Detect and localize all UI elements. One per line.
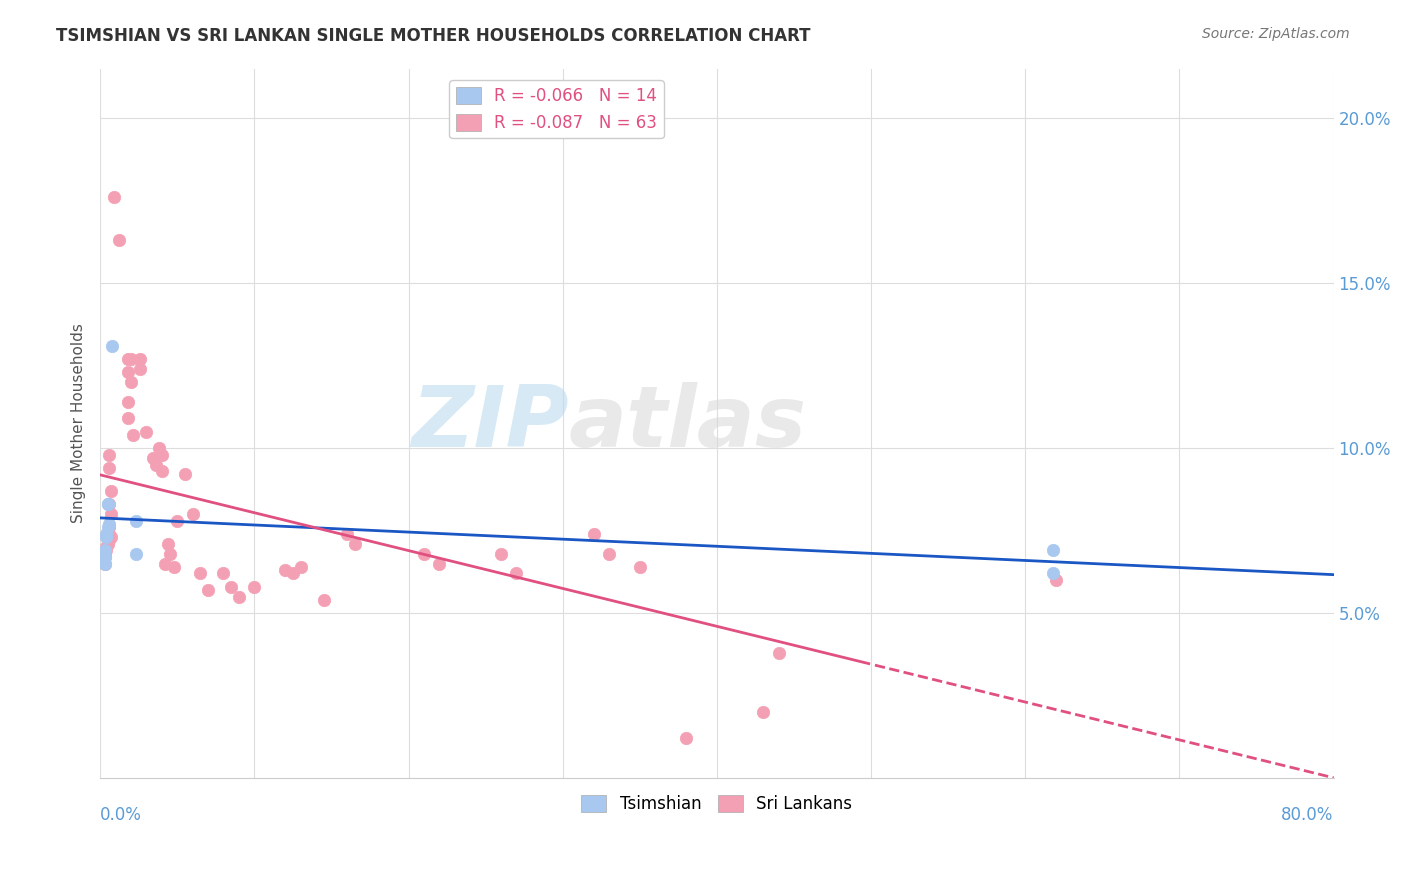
Point	[129, 351, 152, 366]
Point	[98, 533, 121, 548]
Point	[1042, 566, 1064, 581]
Point	[120, 375, 142, 389]
Point	[427, 557, 450, 571]
Point	[505, 566, 527, 581]
Point	[98, 460, 121, 475]
Point	[219, 580, 242, 594]
Point	[156, 537, 179, 551]
Text: Source: ZipAtlas.com: Source: ZipAtlas.com	[1202, 27, 1350, 41]
Point	[98, 526, 121, 541]
Text: TSIMSHIAN VS SRI LANKAN SINGLE MOTHER HOUSEHOLDS CORRELATION CHART: TSIMSHIAN VS SRI LANKAN SINGLE MOTHER HO…	[56, 27, 811, 45]
Point	[124, 514, 146, 528]
Point	[768, 646, 790, 660]
Point	[96, 530, 118, 544]
Point	[343, 537, 366, 551]
Point	[153, 557, 176, 571]
Point	[142, 450, 165, 465]
Point	[181, 507, 204, 521]
Point	[100, 507, 122, 521]
Point	[129, 361, 152, 376]
Point	[94, 557, 117, 571]
Point	[100, 483, 122, 498]
Point	[97, 520, 120, 534]
Point	[98, 448, 121, 462]
Point	[413, 547, 436, 561]
Point	[752, 705, 775, 719]
Point	[94, 543, 117, 558]
Point	[117, 365, 139, 379]
Point	[150, 464, 173, 478]
Point	[148, 441, 170, 455]
Point	[117, 411, 139, 425]
Point	[117, 351, 139, 366]
Point	[188, 566, 211, 581]
Point	[120, 351, 142, 366]
Point	[243, 580, 266, 594]
Point	[1042, 543, 1064, 558]
Point	[582, 526, 605, 541]
Legend: Tsimshian, Sri Lankans: Tsimshian, Sri Lankans	[575, 788, 859, 820]
Point	[94, 549, 117, 564]
Point	[336, 526, 359, 541]
Point	[94, 547, 117, 561]
Point	[103, 190, 125, 204]
Text: 80.0%: 80.0%	[1281, 806, 1334, 824]
Point	[598, 547, 620, 561]
Point	[197, 582, 219, 597]
Point	[117, 394, 139, 409]
Point	[98, 516, 121, 531]
Point	[96, 526, 118, 541]
Point	[107, 233, 129, 247]
Point	[628, 559, 651, 574]
Point	[101, 339, 124, 353]
Point	[675, 731, 697, 746]
Y-axis label: Single Mother Households: Single Mother Households	[72, 323, 86, 524]
Point	[94, 549, 117, 564]
Point	[121, 427, 143, 442]
Point	[98, 497, 121, 511]
Point	[174, 467, 197, 482]
Point	[312, 592, 335, 607]
Point	[281, 566, 304, 581]
Point	[150, 448, 173, 462]
Point	[100, 530, 122, 544]
Point	[97, 537, 120, 551]
Point	[145, 458, 167, 472]
Point	[274, 563, 297, 577]
Point	[94, 557, 117, 571]
Point	[97, 497, 120, 511]
Point	[166, 514, 188, 528]
Text: atlas: atlas	[569, 382, 807, 465]
Point	[212, 566, 235, 581]
Point	[159, 547, 181, 561]
Point	[98, 520, 121, 534]
Point	[135, 425, 157, 439]
Point	[290, 559, 312, 574]
Point	[1045, 573, 1067, 587]
Point	[489, 547, 512, 561]
Text: 0.0%: 0.0%	[100, 806, 142, 824]
Point	[228, 590, 250, 604]
Text: ZIP: ZIP	[411, 382, 569, 465]
Point	[97, 497, 120, 511]
Point	[96, 543, 118, 558]
Point	[124, 547, 146, 561]
Point	[163, 559, 186, 574]
Point	[96, 540, 118, 554]
